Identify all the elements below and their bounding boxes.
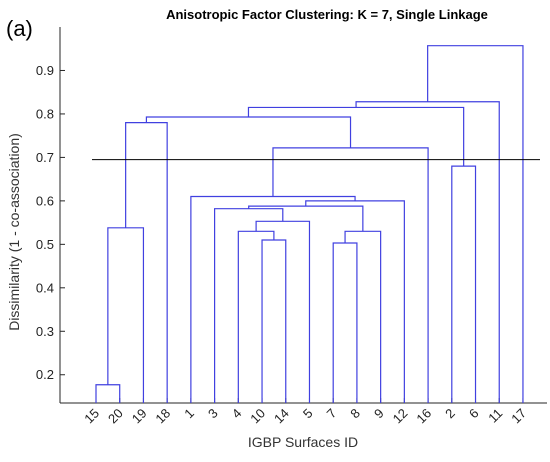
leaf-label: 1 bbox=[181, 406, 197, 422]
dendrogram-link bbox=[255, 220, 311, 403]
y-tick-label: 0.6 bbox=[36, 193, 54, 208]
leaf-label: 20 bbox=[105, 406, 126, 427]
dendrogram-link bbox=[451, 165, 477, 403]
dendrogram-link bbox=[107, 227, 145, 403]
dendrogram-link bbox=[95, 384, 121, 403]
dendrogram-link bbox=[332, 242, 358, 403]
dendrogram-link bbox=[272, 147, 429, 403]
axes: 0.2 0.3 0.4 0.5 0.6 0.7 0.8 0.9 bbox=[36, 27, 547, 404]
y-tick-label: 0.2 bbox=[36, 367, 54, 382]
leaf-label: 6 bbox=[466, 406, 482, 422]
y-axis-label: Dissimilarity (1 - co-association) bbox=[6, 133, 22, 331]
leaf-label: 18 bbox=[152, 406, 173, 427]
dendrogram-link bbox=[248, 205, 364, 232]
leaf-label: 7 bbox=[324, 406, 340, 422]
y-tick-label: 0.5 bbox=[36, 237, 54, 252]
dendrogram-links bbox=[95, 45, 524, 403]
panel-label: (a) bbox=[6, 16, 33, 41]
dendrogram-link bbox=[214, 208, 284, 403]
leaf-label: 19 bbox=[129, 406, 150, 427]
leaf-label: 8 bbox=[347, 406, 363, 422]
dendrogram-link bbox=[427, 45, 524, 403]
leaf-label: 12 bbox=[390, 406, 411, 427]
dendrogram-link bbox=[344, 230, 382, 403]
y-tick-label: 0.3 bbox=[36, 324, 54, 339]
leaf-label: 5 bbox=[300, 406, 316, 422]
dendrogram-link bbox=[247, 106, 465, 167]
dendrogram-link bbox=[237, 230, 275, 403]
leaf-label: 17 bbox=[508, 406, 529, 427]
leaf-label: 11 bbox=[485, 406, 505, 426]
leaf-label: 15 bbox=[81, 406, 102, 427]
leaf-labels: 15 20 19 18 1 3 4 10 14 5 7 8 9 12 16 2 6 11 17 bbox=[81, 406, 529, 427]
leaf-label: 16 bbox=[413, 406, 434, 427]
leaf-label: 9 bbox=[371, 406, 387, 422]
dendrogram-link bbox=[190, 195, 356, 403]
x-axis-label: IGBP Surfaces ID bbox=[248, 434, 358, 450]
leaf-label: 2 bbox=[442, 406, 458, 422]
leaf-label: 14 bbox=[271, 406, 292, 427]
dendrogram-link bbox=[261, 239, 287, 403]
dendrogram-link bbox=[125, 122, 168, 403]
dendrogram-link bbox=[145, 116, 352, 148]
dendrogram-link bbox=[305, 200, 405, 403]
y-tick-label: 0.8 bbox=[36, 106, 54, 121]
chart-title: Anisotropic Factor Clustering: K = 7, Si… bbox=[166, 7, 488, 22]
leaf-label: 3 bbox=[205, 406, 221, 422]
leaf-label: 10 bbox=[247, 406, 268, 427]
y-tick-label: 0.7 bbox=[36, 150, 54, 165]
y-tick-label: 0.4 bbox=[36, 280, 54, 295]
y-tick-label: 0.9 bbox=[36, 63, 54, 78]
leaf-label: 4 bbox=[229, 406, 245, 422]
